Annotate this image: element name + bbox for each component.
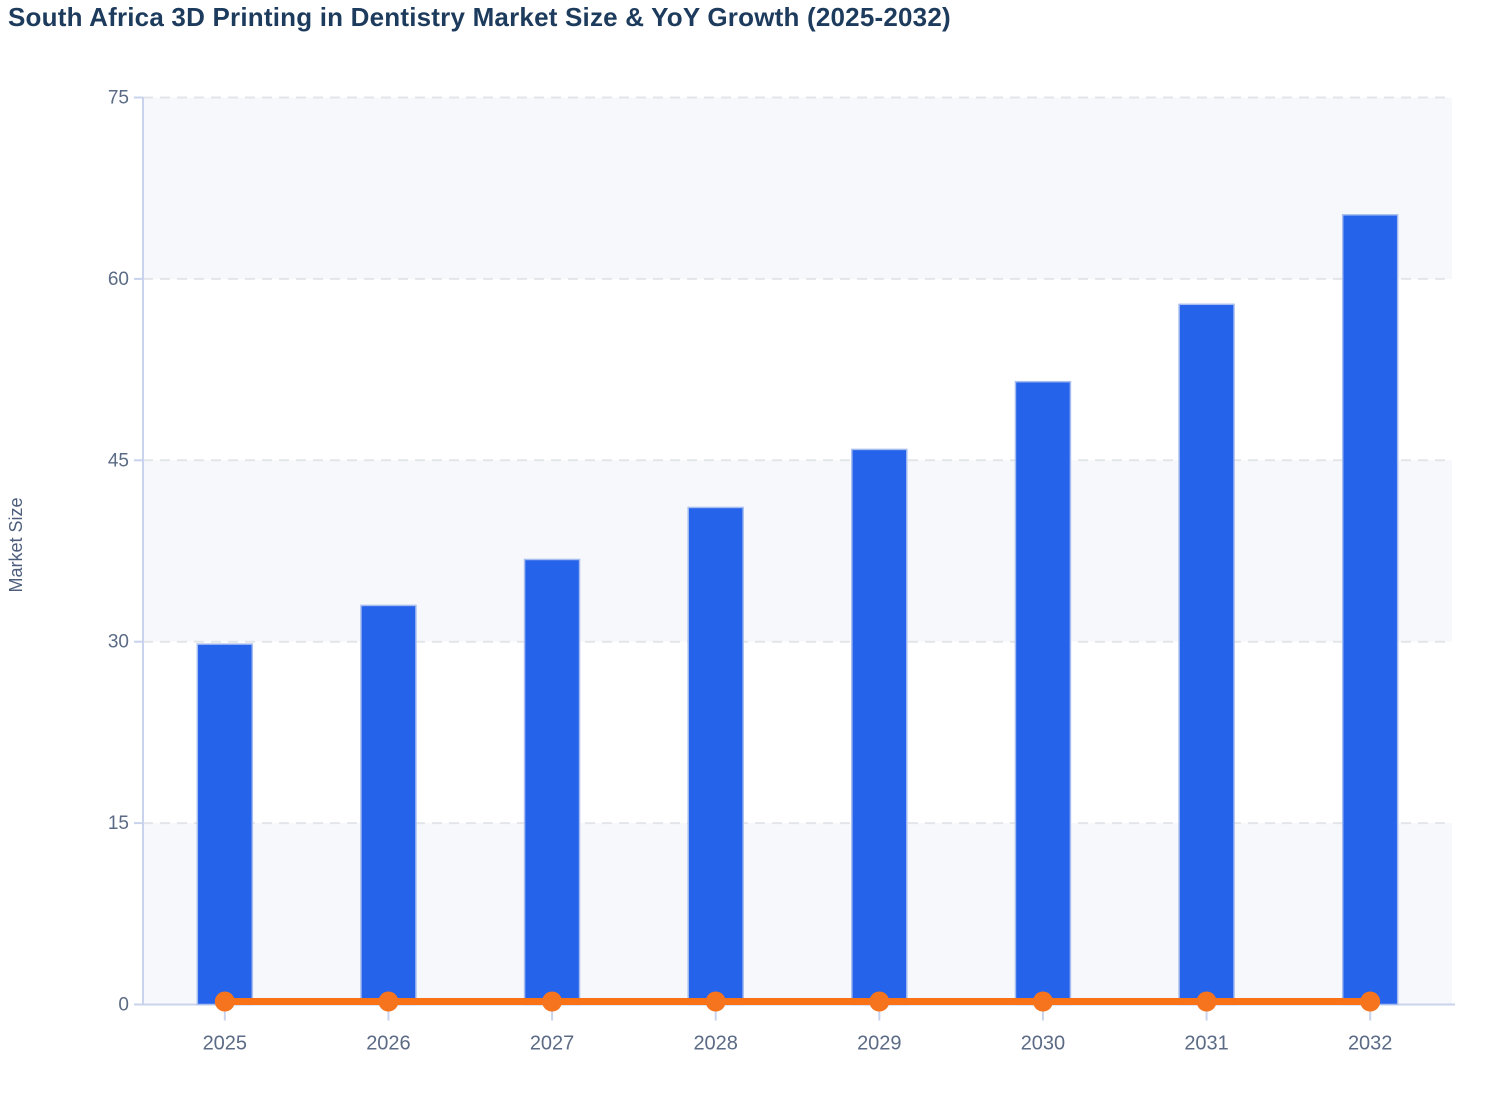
plot-band-60-75 xyxy=(143,97,1452,279)
bar-2025[interactable] xyxy=(196,643,254,1006)
x-tick-label-2032: 2032 xyxy=(1348,1033,1393,1055)
chart-title: South Africa 3D Printing in Dentistry Ma… xyxy=(8,2,951,32)
y-tick-label-15: 15 xyxy=(108,813,129,834)
bar-2027[interactable] xyxy=(523,558,581,1006)
plot-band-0-15 xyxy=(143,823,1452,1005)
yoy-marker-2025[interactable] xyxy=(214,991,235,1012)
yoy-marker-2026[interactable] xyxy=(378,991,399,1012)
y-axis-title: Market Size xyxy=(6,497,26,592)
bar-2026[interactable] xyxy=(360,604,417,1006)
yoy-marker-2029[interactable] xyxy=(869,991,890,1012)
bar-2029[interactable] xyxy=(851,448,908,1006)
yoy-marker-2027[interactable] xyxy=(542,991,563,1012)
yoy-marker-2030[interactable] xyxy=(1032,991,1053,1012)
y-tick-label-45: 45 xyxy=(108,450,129,471)
x-tick-label-2026: 2026 xyxy=(366,1033,411,1055)
x-tick-label-2029: 2029 xyxy=(857,1033,902,1055)
x-tick-label-2025: 2025 xyxy=(203,1033,248,1055)
x-tick-label-2028: 2028 xyxy=(693,1033,738,1055)
plot-band-30-45 xyxy=(143,460,1452,642)
bar-2031[interactable] xyxy=(1178,303,1235,1006)
yoy-marker-2031[interactable] xyxy=(1196,991,1217,1012)
x-tick-label-2030: 2030 xyxy=(1021,1033,1066,1055)
x-tick-label-2031: 2031 xyxy=(1184,1033,1229,1055)
bar-2030[interactable] xyxy=(1014,380,1072,1006)
y-tick-label-60: 60 xyxy=(108,269,129,290)
y-tick-label-0: 0 xyxy=(118,995,129,1016)
x-tick-label-2027: 2027 xyxy=(530,1033,575,1055)
yoy-marker-2028[interactable] xyxy=(705,991,726,1012)
yoy-marker-2032[interactable] xyxy=(1360,991,1381,1012)
bar-2032[interactable] xyxy=(1341,214,1399,1006)
bar-2028[interactable] xyxy=(687,506,744,1006)
y-tick-label-30: 30 xyxy=(108,632,129,653)
y-tick-label-75: 75 xyxy=(108,88,129,109)
